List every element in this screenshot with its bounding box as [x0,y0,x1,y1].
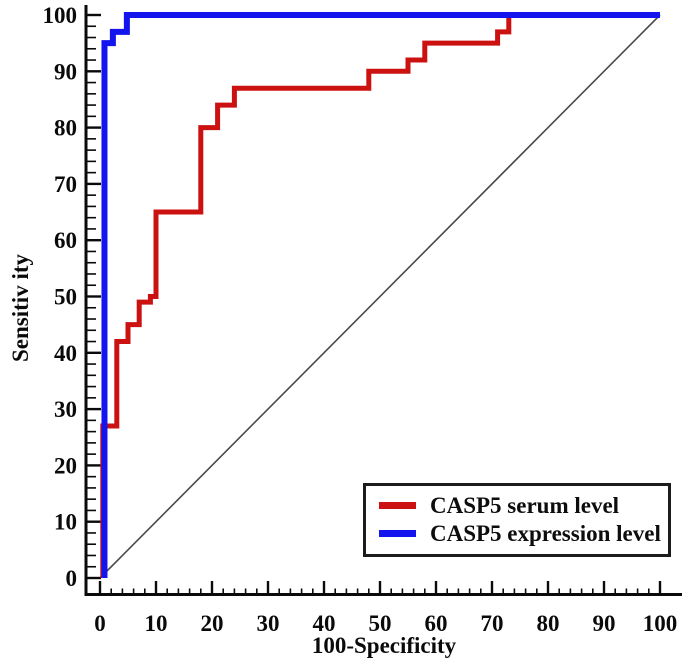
y-tick-label: 80 [54,116,77,141]
x-tick-label: 60 [425,611,448,636]
y-axis-title: Sensitiv ity [8,254,33,362]
y-tick-label: 60 [54,228,77,253]
y-tick-label: 70 [54,172,77,197]
y-tick-label: 50 [54,285,77,310]
x-tick-label: 30 [257,611,280,636]
x-axis-title: 100-Specificity [311,633,457,658]
legend-item-serum: CASP5 serum level [379,491,668,519]
x-tick-label: 10 [145,611,168,636]
legend-item-expression: CASP5 expression level [379,519,668,547]
x-tick-label: 20 [201,611,224,636]
y-tick-label: 90 [54,59,77,84]
serum-line-swatch [379,501,416,509]
x-tick-label: 40 [313,611,336,636]
axis-ticks [86,13,662,595]
y-tick-label: 20 [54,453,77,478]
roc-curves [100,12,660,578]
x-tick-label: 50 [369,611,392,636]
y-tick-label: 10 [54,510,77,535]
legend: CASP5 serum level CASP5 expression level [363,483,671,557]
x-tick-label: 100 [643,611,678,636]
y-tick-label: 30 [54,397,77,422]
axis-tick-labels: 0 10 20 30 40 50 60 70 80 90 100 0 10 20 30 40 50 60 70 80 9… [43,3,678,636]
reference-diagonal-group [99,14,661,579]
x-tick-label: 0 [94,611,106,636]
casp5-serum-curve [100,12,660,578]
x-tick-label: 80 [537,611,560,636]
casp5-expression-curve [101,12,660,578]
legend-label-serum: CASP5 serum level [430,492,620,518]
y-tick-label: 40 [54,341,77,366]
y-tick-label: 0 [66,566,78,591]
y-tick-label: 100 [43,3,78,28]
reference-diagonal [99,14,661,579]
x-tick-label: 90 [593,611,616,636]
expression-line-swatch [379,529,416,537]
legend-label-expression: CASP5 expression level [430,520,661,546]
x-tick-label: 70 [481,611,504,636]
axes [84,5,682,596]
